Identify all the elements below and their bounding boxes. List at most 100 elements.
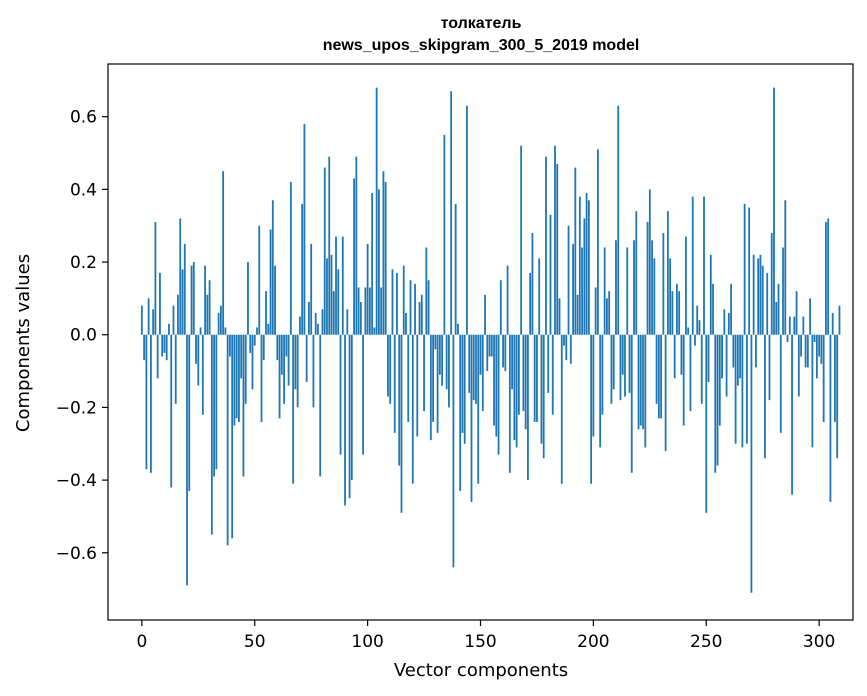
x-tick-label: 100 bbox=[351, 632, 383, 652]
bar-223 bbox=[644, 334, 647, 448]
bar-78 bbox=[317, 323, 319, 335]
bar-202 bbox=[596, 149, 599, 335]
bar-290 bbox=[795, 291, 798, 335]
bar-197 bbox=[585, 193, 588, 335]
bar-308 bbox=[836, 334, 839, 459]
bar-260 bbox=[727, 312, 730, 335]
bar-116 bbox=[402, 265, 405, 335]
bar-127 bbox=[427, 280, 430, 335]
bar-3 bbox=[147, 298, 150, 335]
bar-115 bbox=[400, 334, 403, 513]
bar-250 bbox=[705, 334, 708, 513]
bar-287 bbox=[788, 316, 791, 335]
bar-90 bbox=[344, 334, 346, 506]
bar-99 bbox=[364, 287, 367, 335]
bar-12 bbox=[168, 323, 170, 335]
bar-173 bbox=[531, 232, 534, 335]
bar-306 bbox=[831, 312, 834, 335]
bar-112 bbox=[393, 334, 396, 433]
bar-179 bbox=[545, 156, 547, 335]
bar-123 bbox=[418, 302, 421, 335]
bar-107 bbox=[382, 171, 385, 335]
bar-89 bbox=[341, 236, 344, 335]
bar-113 bbox=[396, 272, 398, 335]
bar-286 bbox=[786, 334, 789, 342]
bar-273 bbox=[757, 258, 760, 335]
bar-148 bbox=[475, 334, 477, 404]
bar-24 bbox=[195, 334, 197, 364]
bar-67 bbox=[292, 334, 295, 484]
bar-137 bbox=[450, 91, 453, 335]
bar-87 bbox=[337, 269, 340, 335]
bar-83 bbox=[328, 156, 331, 335]
bar-141 bbox=[459, 334, 462, 491]
x-tick-label: 200 bbox=[577, 632, 609, 652]
chart-title-line1: толкатель bbox=[441, 15, 522, 32]
bar-16 bbox=[177, 294, 179, 335]
bar-158 bbox=[497, 334, 500, 455]
bar-257 bbox=[721, 334, 723, 379]
bar-294 bbox=[804, 334, 807, 368]
x-tick-label: 150 bbox=[464, 632, 496, 652]
bar-85 bbox=[332, 291, 335, 335]
bar-211 bbox=[617, 105, 620, 335]
bar-91 bbox=[346, 309, 349, 335]
bar-301 bbox=[820, 334, 823, 364]
bar-63 bbox=[283, 334, 285, 404]
bar-69 bbox=[296, 334, 299, 408]
bar-240 bbox=[682, 334, 685, 426]
bar-73 bbox=[305, 334, 308, 382]
bar-239 bbox=[680, 334, 683, 375]
axes-group: 0 50 100 150 200 250 300 −0.6 −0.4 −0.2 0.0 0.2 0.4 0… bbox=[56, 63, 854, 652]
y-axis-label: Components values bbox=[13, 254, 34, 432]
bar-102 bbox=[371, 193, 374, 335]
bar-151 bbox=[481, 334, 484, 412]
bar-96 bbox=[357, 287, 360, 335]
bar-198 bbox=[587, 200, 590, 335]
bar-247 bbox=[698, 320, 701, 335]
bar-93 bbox=[350, 334, 353, 481]
y-tick-label: 0.0 bbox=[70, 326, 97, 346]
bar-131 bbox=[436, 334, 439, 433]
bar-103 bbox=[373, 327, 376, 335]
bar-217 bbox=[630, 334, 633, 473]
y-tick-label: −0.2 bbox=[56, 398, 97, 418]
bar-288 bbox=[791, 334, 793, 495]
bar-121 bbox=[414, 283, 416, 335]
bar-19 bbox=[183, 243, 186, 335]
bar-196 bbox=[583, 218, 586, 335]
bar-41 bbox=[233, 334, 236, 426]
bar-74 bbox=[308, 302, 310, 335]
bar-272 bbox=[755, 334, 757, 368]
bar-82 bbox=[326, 258, 328, 335]
bar-51 bbox=[256, 327, 258, 335]
bar-248 bbox=[700, 334, 703, 404]
bar-210 bbox=[615, 240, 617, 335]
bar-168 bbox=[520, 145, 523, 335]
bar-235 bbox=[671, 291, 674, 335]
bar-231 bbox=[662, 232, 665, 335]
x-tick-label: 250 bbox=[690, 632, 722, 652]
bar-222 bbox=[642, 334, 644, 430]
bar-59 bbox=[274, 265, 276, 335]
bar-130 bbox=[434, 334, 437, 350]
bar-282 bbox=[777, 283, 780, 335]
y-tick-label: 0.4 bbox=[70, 180, 97, 200]
bar-5 bbox=[152, 309, 155, 335]
bar-167 bbox=[517, 334, 520, 415]
bar-268 bbox=[745, 334, 748, 444]
bar-66 bbox=[289, 182, 292, 335]
bar-244 bbox=[691, 196, 694, 335]
bar-307 bbox=[834, 334, 836, 422]
bar-38 bbox=[226, 334, 229, 546]
bar-156 bbox=[493, 334, 495, 426]
bar-221 bbox=[639, 334, 642, 426]
bar-106 bbox=[380, 287, 383, 335]
bar-77 bbox=[314, 312, 317, 335]
bar-76 bbox=[312, 334, 315, 408]
bar-277 bbox=[766, 272, 769, 335]
bar-253 bbox=[712, 283, 714, 335]
bar-64 bbox=[285, 334, 288, 357]
bar-34 bbox=[217, 312, 220, 335]
